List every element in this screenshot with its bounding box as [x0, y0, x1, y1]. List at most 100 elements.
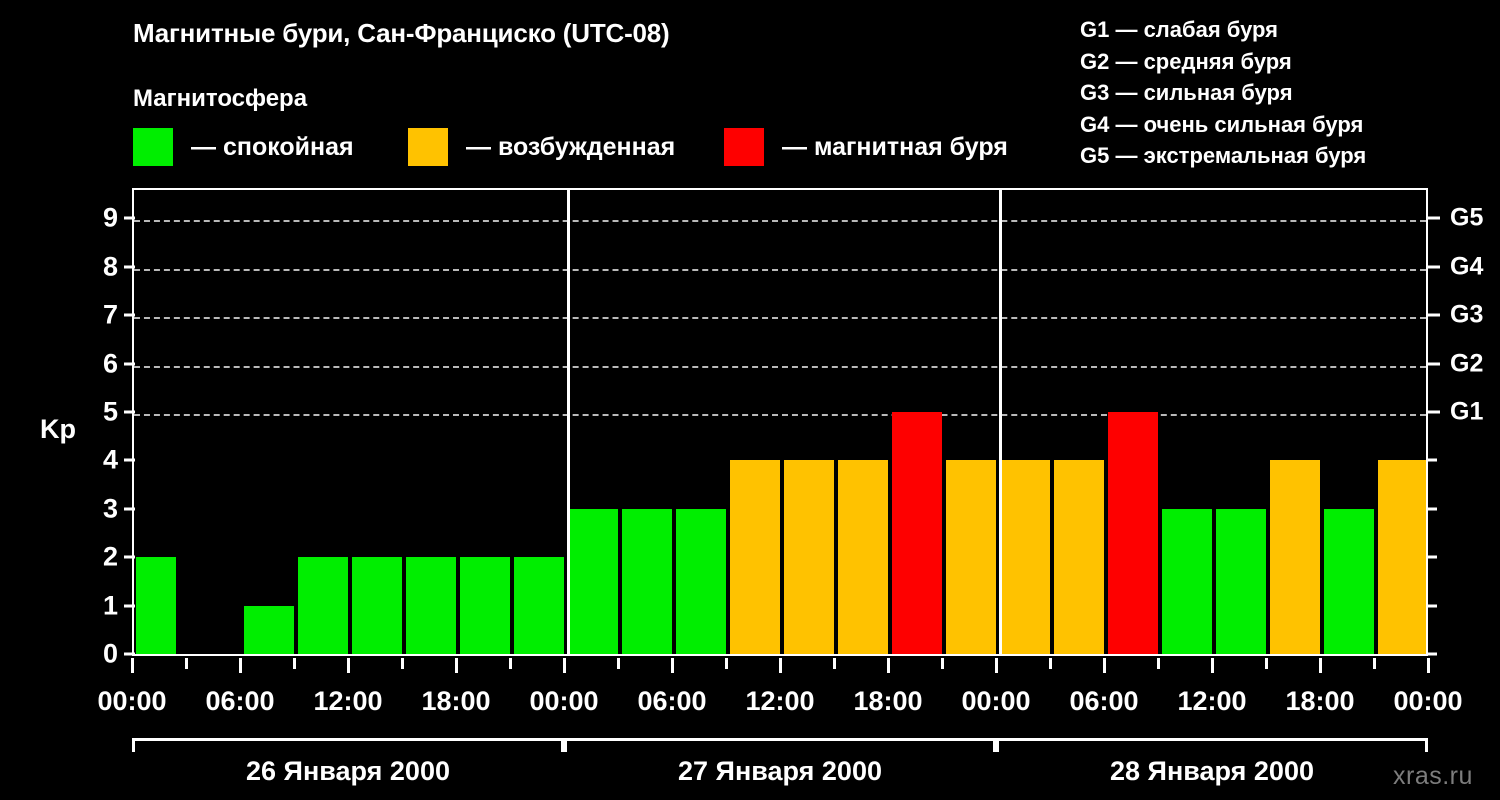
- gscale-legend: G1 — слабая буря G2 — средняя буря G3 — …: [1080, 14, 1480, 172]
- x-tick-20: [1211, 658, 1214, 673]
- x-tick-label-9: 06:00: [1069, 686, 1139, 716]
- gscale-line-g4: G4 — очень сильная буря: [1080, 111, 1364, 137]
- x-tick-0: [131, 658, 134, 673]
- g-tick-label-g1: G1: [1450, 397, 1484, 426]
- y-tick-mark-1: [124, 604, 135, 608]
- bar: [892, 412, 942, 654]
- gscale-line-g3: G3 — сильная буря: [1080, 80, 1293, 105]
- gridline-kp-7: [134, 317, 1426, 320]
- gscale-line-g1: G1 — слабая буря: [1080, 17, 1279, 42]
- y-tick-mark-4: [124, 458, 135, 462]
- x-tick-18: [1103, 658, 1106, 673]
- x-tick-17: [1049, 658, 1052, 669]
- g-tick-mark-g1: [1428, 410, 1440, 414]
- legend-label-excited: — возбужденная: [466, 132, 676, 161]
- x-tick-label-7: 18:00: [853, 686, 923, 716]
- g-tick-mark-g5: [1428, 216, 1440, 220]
- bar: [730, 460, 780, 654]
- g-tick-mark-g2: [1428, 362, 1440, 366]
- day-bracket-2: [564, 738, 996, 752]
- bar: [1216, 508, 1266, 654]
- day-separator-1: [567, 190, 570, 654]
- x-tick-label-12: 00:00: [1393, 686, 1463, 716]
- day-caption-2: 27 Января 2000: [678, 756, 882, 786]
- g-tick-label-g5: G5: [1450, 203, 1484, 232]
- bar: [1324, 508, 1374, 654]
- g-tick-label-g3: G3: [1450, 300, 1484, 329]
- bar: [298, 557, 348, 654]
- day-bracket-1: [132, 738, 564, 752]
- g-axis-minor-tick-0: [1428, 652, 1437, 656]
- x-tick-21: [1265, 658, 1268, 669]
- y-tick-mark-7: [124, 313, 135, 317]
- legend-swatch-storm: [724, 128, 764, 166]
- bar: [406, 557, 456, 654]
- bar: [1000, 460, 1050, 654]
- x-tick-5: [401, 658, 404, 669]
- day-caption-1: 26 Января 2000: [246, 756, 450, 786]
- gscale-line-g5: G5 — экстремальная буря: [1080, 143, 1367, 168]
- x-tick-15: [941, 658, 944, 669]
- y-tick-label-1: 1: [102, 590, 118, 621]
- day-bracket-3: [996, 738, 1428, 752]
- legend-swatch-calm: [133, 128, 173, 166]
- bar: [136, 557, 176, 654]
- g-axis-minor-tick-2: [1428, 555, 1437, 559]
- x-tick-9: [617, 658, 620, 669]
- y-tick-label-2: 2: [102, 541, 118, 572]
- y-tick-mark-0: [124, 652, 135, 656]
- g-axis-minor-tick-3: [1428, 507, 1437, 511]
- x-tick-4: [347, 658, 350, 673]
- x-tick-label-8: 00:00: [961, 686, 1031, 716]
- y-tick-label-5: 5: [102, 396, 118, 427]
- bar: [568, 508, 618, 654]
- y-tick-label-4: 4: [102, 444, 118, 475]
- g-tick-label-g2: G2: [1450, 349, 1484, 378]
- y-tick-label-6: 6: [102, 348, 118, 379]
- x-tick-2: [239, 658, 242, 673]
- y-tick-label-0: 0: [102, 638, 118, 669]
- x-tick-8: [563, 658, 566, 673]
- x-tick-6: [455, 658, 458, 673]
- y-tick-label-9: 9: [102, 202, 118, 233]
- y-tick-mark-5: [124, 410, 135, 414]
- bar: [676, 508, 726, 654]
- day-caption-3: 28 Января 2000: [1110, 756, 1314, 786]
- gridline-kp-5: [134, 414, 1426, 417]
- x-tick-19: [1157, 658, 1160, 669]
- watermark: xras.ru: [1393, 762, 1473, 790]
- x-tick-3: [293, 658, 296, 669]
- x-tick-label-11: 18:00: [1285, 686, 1355, 716]
- legend-item-calm: — спокойная: [133, 126, 354, 168]
- legend-label-calm: — спокойная: [191, 132, 354, 161]
- legend-item-storm: — магнитная буря: [724, 126, 1008, 168]
- gridline-kp-9: [134, 220, 1426, 223]
- x-tick-label-6: 12:00: [745, 686, 815, 716]
- x-tick-16: [995, 658, 998, 673]
- g-axis-minor-tick-4: [1428, 458, 1437, 462]
- x-tick-12: [779, 658, 782, 673]
- y-tick-mark-9: [124, 216, 135, 220]
- x-tick-22: [1319, 658, 1322, 673]
- page-title: Магнитные бури, Сан-Франциско (UTC-08): [133, 18, 670, 48]
- bar: [784, 460, 834, 654]
- g-axis-minor-tick-1: [1428, 604, 1437, 608]
- y-tick-label-3: 3: [102, 493, 118, 524]
- bar: [460, 557, 510, 654]
- g-tick-mark-g3: [1428, 313, 1440, 317]
- y-tick-mark-3: [124, 507, 135, 511]
- x-tick-7: [509, 658, 512, 669]
- bar: [1054, 460, 1104, 654]
- bar: [1108, 412, 1158, 654]
- day-separator-2: [999, 190, 1002, 654]
- x-tick-label-2: 12:00: [313, 686, 383, 716]
- plot-area: [132, 188, 1428, 656]
- gridline-kp-6: [134, 365, 1426, 368]
- y-tick-label-7: 7: [102, 299, 118, 330]
- x-tick-label-0: 00:00: [97, 686, 167, 716]
- x-tick-14: [887, 658, 890, 673]
- y-tick-mark-8: [124, 265, 135, 269]
- y-axis-label: Kp: [40, 414, 76, 444]
- bar: [838, 460, 888, 654]
